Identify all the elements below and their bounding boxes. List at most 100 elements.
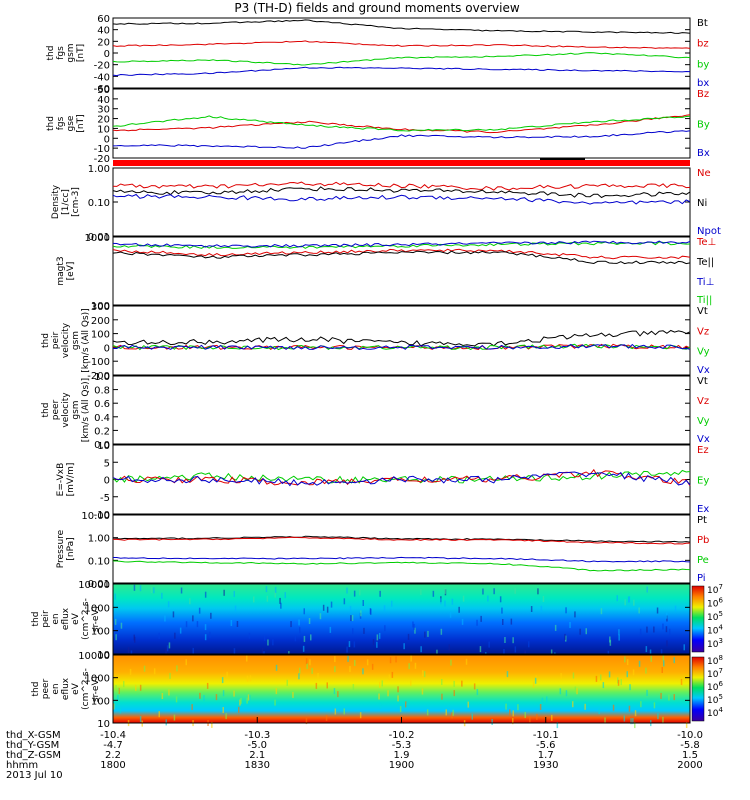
electron-spectrogram-texture xyxy=(512,710,514,717)
electron-spectrogram-texture xyxy=(406,703,408,710)
electron-spectrogram-texture xyxy=(426,709,429,716)
x-tick-label: -5.6 xyxy=(536,740,556,751)
ion-spectrogram-texture xyxy=(488,641,490,648)
y-axis-label: velocity xyxy=(61,392,71,428)
electron-spectrogram-texture xyxy=(347,655,349,662)
x-tick-label: 1.9 xyxy=(394,750,410,761)
y-axis-label: eflux xyxy=(61,677,71,700)
electron-spectrogram-texture xyxy=(298,673,300,680)
x-tick-label: -10.0 xyxy=(677,730,703,741)
y-tick-label: -10 xyxy=(94,510,110,521)
legend-Ti||: Ti|| xyxy=(696,295,712,306)
x-row-label: thd_X-GSM xyxy=(6,730,61,741)
ion-spectrogram-texture xyxy=(448,644,450,651)
electron-spectrogram-texture xyxy=(379,702,382,709)
electron-spectrogram-texture xyxy=(410,679,412,686)
y-tick-label: 200 xyxy=(91,316,110,327)
y-tick-label: 100 xyxy=(91,330,110,341)
electron-spectrogram-texture xyxy=(349,666,351,673)
colorbar-tick-label: 105 xyxy=(707,693,723,706)
electron-spectrogram-texture xyxy=(359,712,362,719)
x-tick-label: -10.2 xyxy=(389,730,415,741)
electron-spectrogram-texture xyxy=(632,718,634,725)
electron-spectrogram-texture xyxy=(662,655,665,662)
ion-spectrogram-texture xyxy=(645,646,648,653)
electron-spectrogram-texture xyxy=(572,672,575,679)
ion-spectrogram-texture xyxy=(669,628,671,635)
ion-spectrogram-texture xyxy=(403,643,405,650)
ion-spectrogram-texture xyxy=(504,637,506,643)
electron-spectrogram-texture xyxy=(399,706,402,713)
ion-spectrogram-texture xyxy=(565,607,567,614)
panel-frame xyxy=(112,236,691,306)
y-axis-label: E=-VxB xyxy=(56,463,66,497)
electron-spectrogram-texture xyxy=(680,678,683,685)
electron-spectrogram-texture xyxy=(634,710,637,717)
ion-spectrogram-texture xyxy=(618,629,620,636)
series-density-Ni xyxy=(112,186,691,199)
electron-spectrogram-texture xyxy=(325,714,328,721)
ion-spectrogram-texture xyxy=(272,639,274,646)
ion-spectrogram-texture xyxy=(646,626,648,633)
electron-spectrogram-texture xyxy=(576,688,578,695)
ion-spectrogram-texture xyxy=(196,621,199,628)
ion-spectrogram-texture xyxy=(343,598,346,605)
ion-spectrogram-texture xyxy=(414,627,416,634)
ion-spectrogram-texture xyxy=(352,628,354,635)
ion-spectrogram-texture xyxy=(579,628,581,635)
ion-spectrogram-texture xyxy=(167,601,170,608)
electron-spectrogram-texture xyxy=(222,690,225,697)
legend-Vy: Vy xyxy=(697,416,710,427)
x-row-label: hhmm xyxy=(6,760,38,771)
electron-spectrogram-texture xyxy=(673,657,675,664)
electron-spectrogram-texture xyxy=(371,663,374,670)
ion-spectrogram-texture xyxy=(638,607,640,614)
panel-flag-bar xyxy=(113,158,690,166)
y-tick-label: 1000 xyxy=(85,674,110,685)
electron-spectrogram-texture xyxy=(541,697,544,704)
electron-spectrogram-texture xyxy=(286,679,288,686)
ion-spectrogram-texture xyxy=(161,592,163,599)
electron-spectrogram-texture xyxy=(161,693,164,699)
electron-spectrogram-texture xyxy=(158,711,160,718)
ion-spectrogram-texture xyxy=(179,627,182,634)
electron-spectrogram-texture xyxy=(175,696,178,703)
electron-spectrogram-texture xyxy=(509,709,511,716)
y-axis-label: velocity xyxy=(61,322,71,358)
y-axis-label: en xyxy=(51,683,61,694)
ion-spectrogram-texture xyxy=(444,600,446,607)
y-axis-label: thd xyxy=(31,682,41,697)
ion-spectrogram-texture xyxy=(569,622,571,628)
series-fgs-gsm-bz xyxy=(112,40,691,49)
ion-spectrogram-texture xyxy=(407,633,410,640)
y-tick-label: 30 xyxy=(97,105,110,116)
ion-spectrogram-texture xyxy=(462,595,465,602)
series-fgs-gsm-bx xyxy=(112,66,691,77)
electron-spectrogram-texture xyxy=(628,705,631,712)
ion-spectrogram-texture xyxy=(346,587,348,594)
y-axis-label: eV xyxy=(71,682,81,695)
series-temperature-Ti|| xyxy=(112,241,691,249)
electron-spectrogram-texture xyxy=(681,679,684,686)
panel-electron-velocity: 1.0 0.8 0.6 0.4 0.2 0.0 thd peer velocity gsm [km/… xyxy=(41,372,710,451)
ion-spectrogram-texture xyxy=(674,605,677,612)
ion-spectrogram-texture xyxy=(114,593,116,600)
y-tick-label: 300 xyxy=(91,302,110,313)
y-tick-label: 0.6 xyxy=(94,399,110,410)
electron-spectrogram-texture xyxy=(395,656,397,663)
electron-spectrogram-texture xyxy=(491,719,493,725)
ion-spectrogram-texture xyxy=(348,641,351,648)
ion-spectrogram-texture xyxy=(185,621,188,628)
ion-spectrogram-texture xyxy=(665,626,668,633)
legend-by: by xyxy=(697,59,709,70)
electron-spectrogram-texture xyxy=(653,702,656,709)
electron-spectrogram-texture xyxy=(397,686,399,693)
ion-spectrogram-texture xyxy=(585,628,587,635)
series-ion-velocity-Vx xyxy=(113,343,691,350)
ion-spectrogram-texture xyxy=(294,635,297,642)
y-tick-label: -5 xyxy=(100,493,110,504)
ion-spectrogram-texture xyxy=(656,607,659,614)
